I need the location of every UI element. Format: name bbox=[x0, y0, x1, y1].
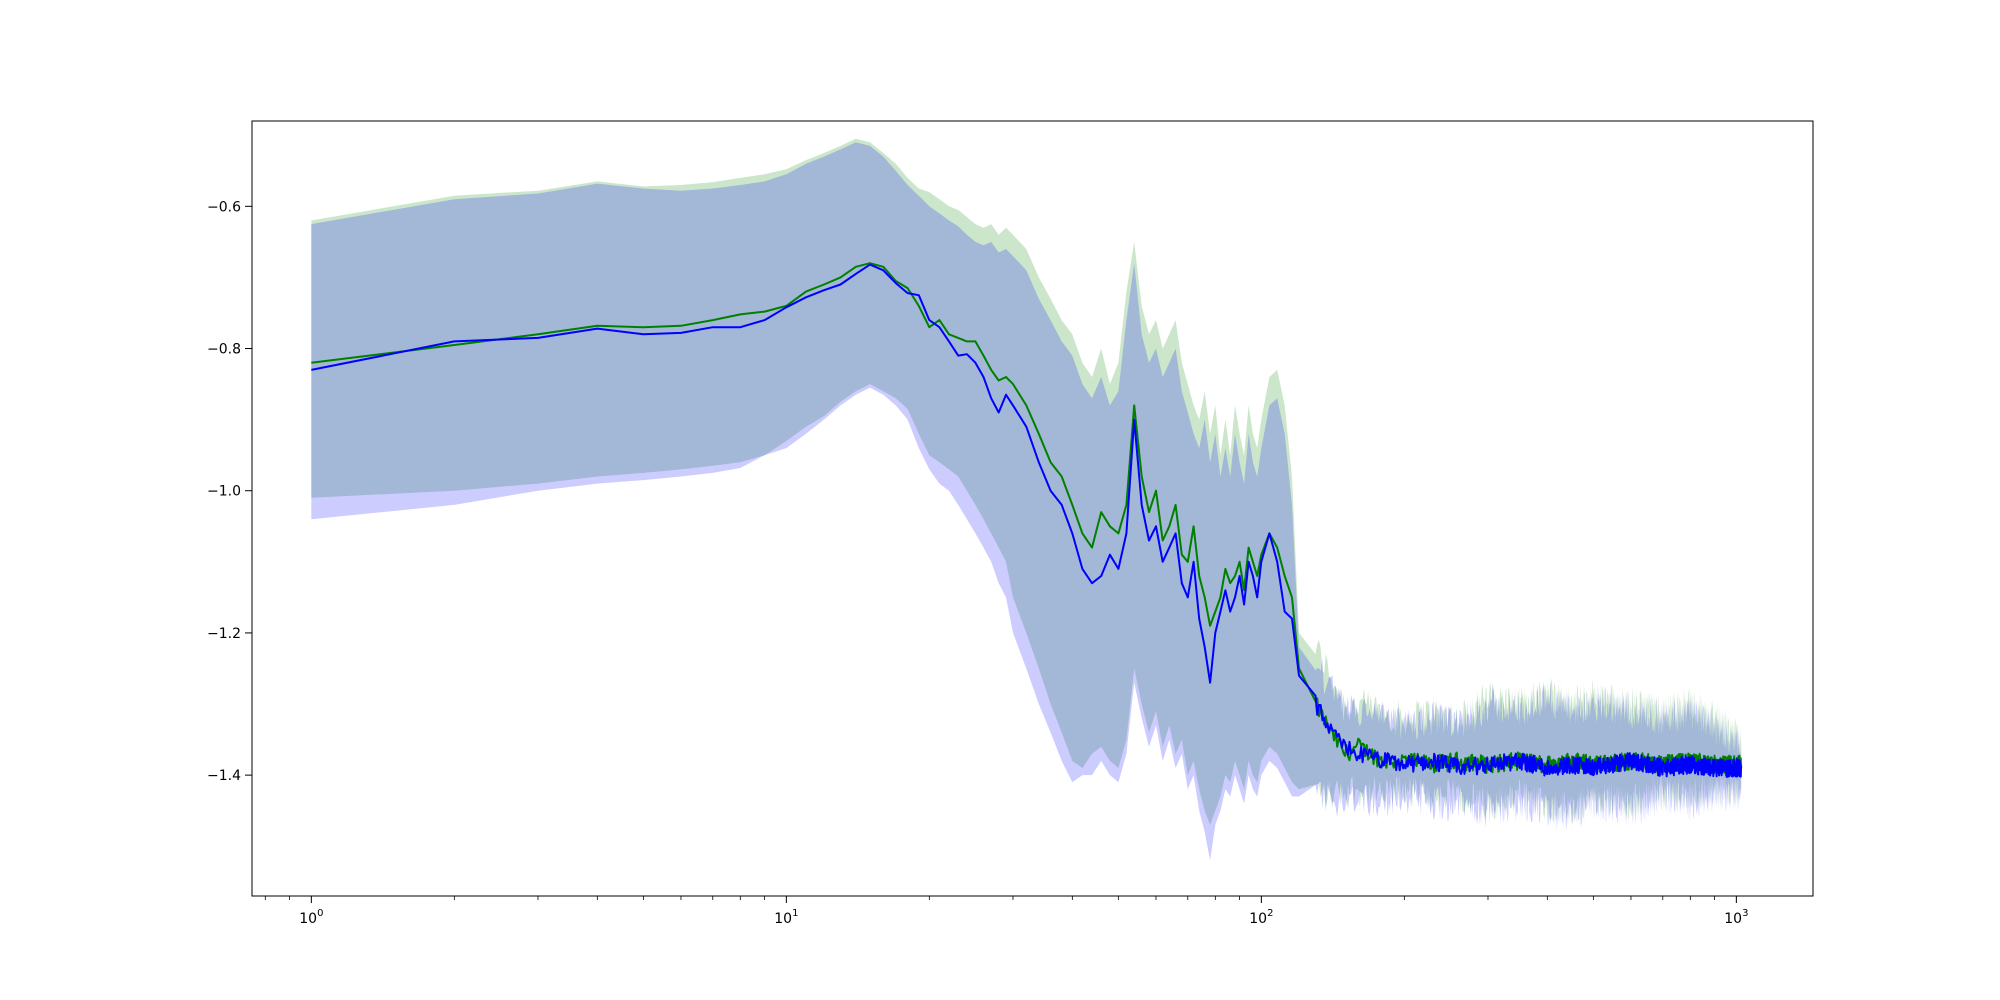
y-tick-label: −1.0 bbox=[207, 484, 241, 500]
series-2-line bbox=[311, 263, 1743, 778]
x-tick-label: 100 bbox=[299, 908, 323, 927]
series-2-band bbox=[311, 142, 1742, 861]
y-tick-label: −0.6 bbox=[207, 199, 241, 215]
y-axis: −0.6 −0.8 −1.0 −1.2 −1.4 bbox=[207, 199, 252, 784]
axes-frame bbox=[251, 120, 1814, 897]
confidence-bands bbox=[311, 138, 1742, 861]
series-lines bbox=[311, 262, 1743, 778]
x-tick-label: 103 bbox=[1724, 908, 1748, 927]
y-tick-label: −1.4 bbox=[207, 768, 241, 784]
y-tick-label: −1.2 bbox=[207, 626, 241, 642]
plot-area bbox=[311, 138, 1743, 861]
x-tick-label: 101 bbox=[774, 908, 798, 927]
y-tick-label: −0.8 bbox=[207, 342, 241, 358]
x-axis: 100 101 102 103 bbox=[264, 896, 1748, 927]
series-1-band bbox=[311, 138, 1742, 828]
x-tick-label: 102 bbox=[1249, 908, 1273, 927]
